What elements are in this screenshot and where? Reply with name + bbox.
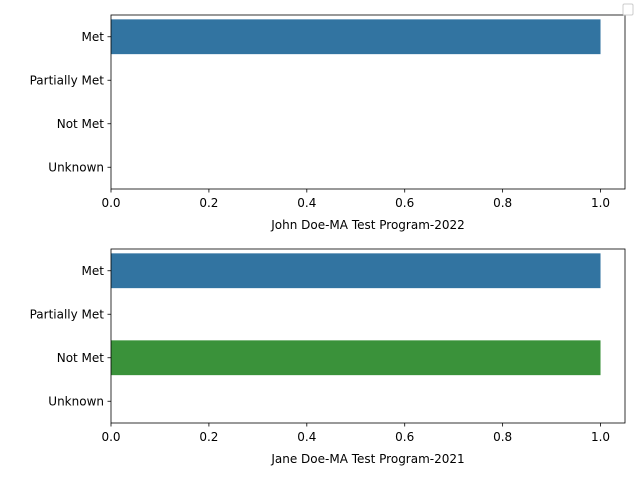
x-tick-label: 1.0 <box>591 430 610 444</box>
y-tick-label: Not Met <box>57 117 105 131</box>
x-tick-label: 0.4 <box>297 196 316 210</box>
y-tick-label: Met <box>82 30 105 44</box>
x-tick-label: 0.4 <box>297 430 316 444</box>
x-tick-label: 0.2 <box>199 430 218 444</box>
y-tick-label: Unknown <box>48 394 104 408</box>
x-tick-label: 0.6 <box>395 196 414 210</box>
y-tick-label: Met <box>82 264 105 278</box>
x-tick-label: 0.6 <box>395 430 414 444</box>
subplot-1: Met Partially Met Not Met Unknown 0.0 0.2 0.4 0… <box>30 14 626 232</box>
axes-frame <box>110 248 626 424</box>
x-tick-label: 0.8 <box>493 430 512 444</box>
axes-frame <box>110 14 626 190</box>
bar-met <box>111 253 601 289</box>
x-tick-label: 0.0 <box>101 196 120 210</box>
bar-met <box>111 19 601 55</box>
legend-box <box>622 3 634 16</box>
subplot-2: Met Partially Met Not Met Unknown 0.0 0.2 0.4 0… <box>30 248 626 466</box>
bar-not-met <box>111 340 601 376</box>
y-tick-label: Partially Met <box>30 73 105 87</box>
x-tick-label: 1.0 <box>591 196 610 210</box>
y-tick-label: Partially Met <box>30 307 105 321</box>
y-tick-label: Unknown <box>48 160 104 174</box>
y-tick-label: Not Met <box>57 351 105 365</box>
x-tick-label: 0.2 <box>199 196 218 210</box>
x-axis-label: Jane Doe-MA Test Program-2021 <box>270 452 464 466</box>
legend-frame <box>622 3 634 16</box>
x-axis-label: John Doe-MA Test Program-2022 <box>270 218 465 232</box>
x-tick-label: 0.8 <box>493 196 512 210</box>
x-tick-label: 0.0 <box>101 430 120 444</box>
